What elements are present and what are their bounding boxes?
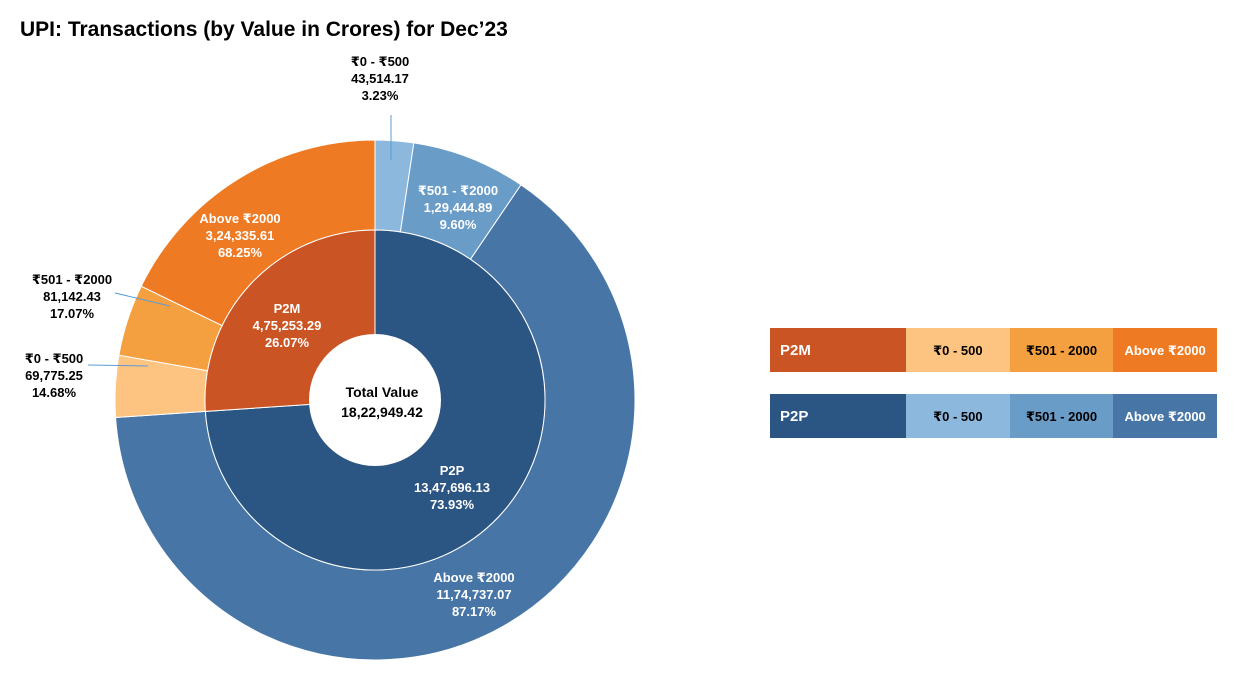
outer-label-p2m-above-2000: Above ₹2000 3,24,335.61 68.25% (199, 211, 280, 260)
outer-label-p2p-0-500: ₹0 - ₹500 43,514.17 3.23% (351, 54, 410, 103)
inner-ring (204, 229, 546, 571)
outer-label-p2m-0-500: ₹0 - ₹500 69,775.25 14.68% (25, 351, 84, 400)
leader-lines (87, 115, 392, 367)
outer-label-p2p-above-2000: Above ₹2000 11,74,737.07 87.17% (433, 570, 514, 619)
outer-label-p2m-501-2000: ₹501 - ₹2000 81,142.43 17.07% (32, 272, 112, 321)
legend-p2p-0-500: ₹0 - 500 (906, 394, 1010, 438)
inner-label-p2p: P2P 13,47,696.13 73.93% (414, 463, 490, 512)
leader-line (87, 364, 149, 367)
legend-p2p: P2P ₹0 - 500 ₹501 - 2000 Above ₹2000 (770, 394, 1217, 438)
center-hole (309, 334, 441, 466)
chart-title: UPI: Transactions (by Value in Crores) f… (20, 18, 508, 41)
outer-label-p2p-501-2000: ₹501 - ₹2000 1,29,444.89 9.60% (418, 183, 498, 232)
legend-p2m-label: P2M (770, 328, 906, 372)
center-value: 18,22,949.42 (341, 404, 423, 420)
leader-line (114, 292, 171, 307)
legend-p2p-label: P2P (770, 394, 906, 438)
center-label: Total Value (346, 384, 419, 400)
legend-p2p-above-2000: Above ₹2000 (1113, 394, 1217, 438)
legend-p2m-0-500: ₹0 - 500 (906, 328, 1010, 372)
legend-p2m-above-2000: Above ₹2000 (1113, 328, 1217, 372)
inner-label-p2m: P2M 4,75,253.29 26.07% (253, 301, 322, 350)
legend-p2p-501-2000: ₹501 - 2000 (1009, 394, 1114, 438)
slice-labels: P2P 13,47,696.13 73.93% P2M 4,75,253.29 26.07… (25, 54, 515, 619)
legend-p2m-501-2000: ₹501 - 2000 (1009, 328, 1114, 372)
outer-ring (114, 139, 636, 661)
legend-p2m: P2M ₹0 - 500 ₹501 - 2000 Above ₹2000 (770, 328, 1217, 372)
